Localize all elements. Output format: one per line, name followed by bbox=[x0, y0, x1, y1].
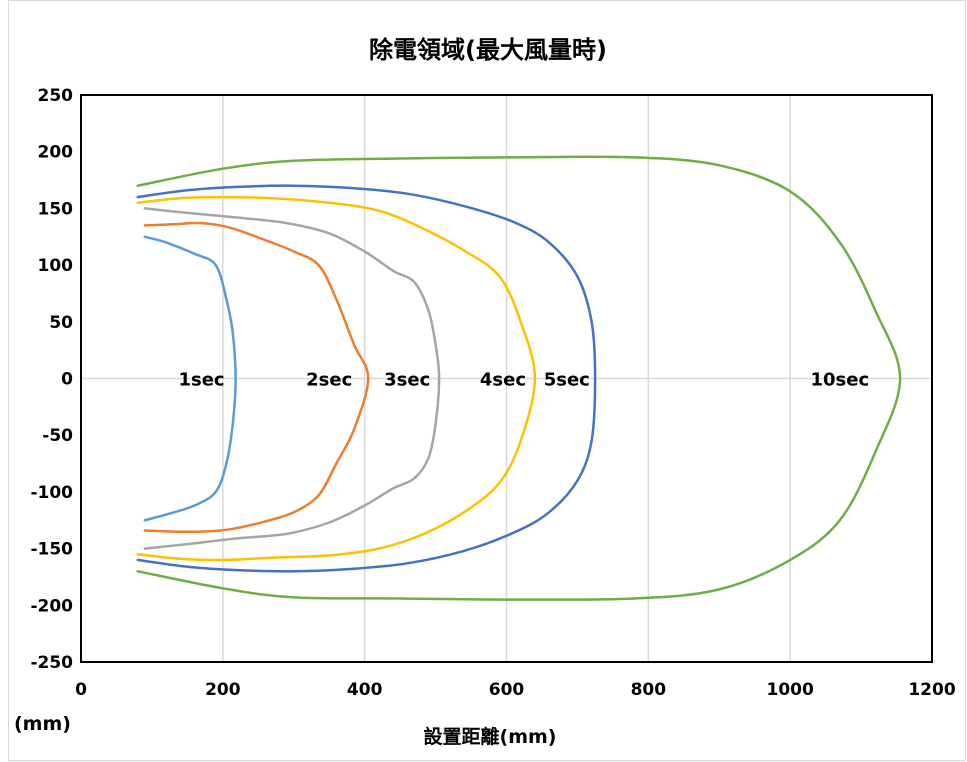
series-line-5sec bbox=[136, 184, 597, 573]
series-label-1sec: 1sec bbox=[178, 370, 224, 391]
x-tick-labels: 0 200 400 600 800 1000 1200 bbox=[75, 680, 956, 700]
y-tick-label: -200 bbox=[30, 596, 73, 616]
x-tick-label: 1000 bbox=[767, 680, 814, 700]
chart-frame bbox=[8, 0, 966, 761]
x-tick-label: 400 bbox=[347, 680, 383, 700]
y-tick-label: 200 bbox=[38, 143, 74, 163]
series-label-4sec: 4sec bbox=[480, 370, 526, 391]
x-tick-label: 1200 bbox=[908, 680, 955, 700]
y-tick-label: -150 bbox=[30, 540, 73, 560]
series-line-4sec bbox=[136, 195, 537, 562]
x-tick-label: 800 bbox=[631, 680, 667, 700]
plot-area-border bbox=[80, 94, 933, 663]
series-layer bbox=[136, 155, 902, 601]
series-label-3sec: 3sec bbox=[384, 370, 430, 391]
series-line-10sec bbox=[136, 155, 902, 601]
x-axis-title: 設置距離(mm) bbox=[424, 725, 557, 748]
series-label-2sec: 2sec bbox=[306, 370, 352, 391]
y-tick-labels: 250 200 150 100 50 0 -50 -100 -150 -200 -250 bbox=[30, 86, 73, 673]
series-line-1sec bbox=[143, 235, 237, 522]
y-tick-label: 150 bbox=[38, 199, 74, 219]
series-line-2sec bbox=[143, 221, 370, 534]
series-line-3sec bbox=[143, 207, 441, 550]
y-tick-label: 50 bbox=[49, 313, 73, 333]
y-tick-label: 100 bbox=[38, 256, 74, 276]
chart-title: 除電領域(最大風量時) bbox=[369, 36, 607, 64]
y-tick-label: -100 bbox=[30, 483, 73, 503]
x-tick-label: 0 bbox=[75, 680, 87, 700]
y-tick-label: -250 bbox=[30, 653, 73, 673]
y-tick-label: 0 bbox=[61, 370, 73, 390]
series-label-layer: 1sec 2sec 3sec 4sec 5sec 10sec bbox=[178, 370, 869, 391]
x-tick-label: 200 bbox=[205, 680, 241, 700]
y-tick-label: -50 bbox=[42, 426, 73, 446]
series-label-10sec: 10sec bbox=[810, 370, 869, 391]
series-label-5sec: 5sec bbox=[544, 370, 590, 391]
x-tick-label: 600 bbox=[489, 680, 525, 700]
unit-label: (mm) bbox=[14, 713, 71, 735]
y-tick-label: 250 bbox=[38, 86, 74, 106]
